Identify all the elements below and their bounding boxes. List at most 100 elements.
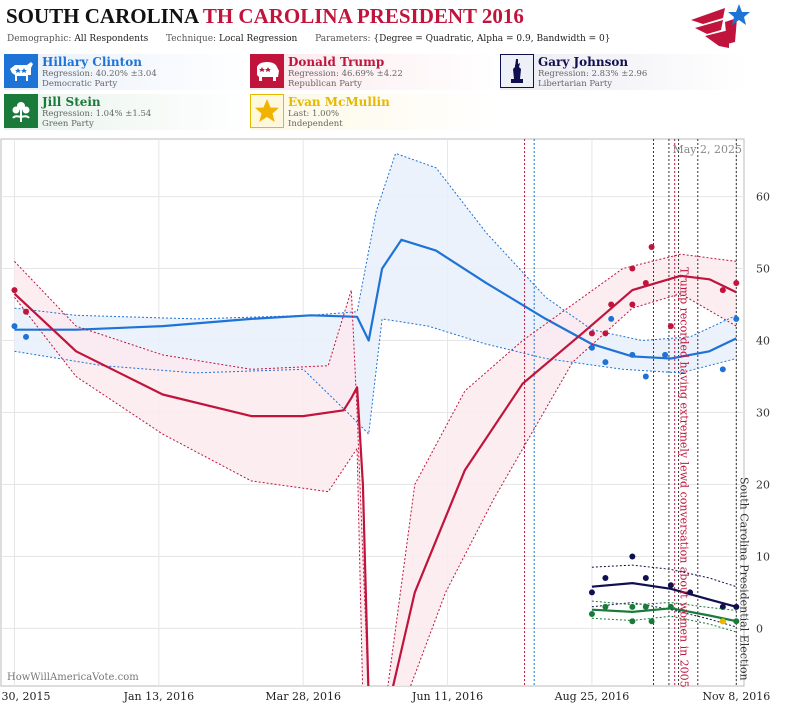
regression-line	[591, 582, 737, 608]
poll-point	[648, 618, 655, 625]
poll-point	[23, 308, 30, 315]
poll-point	[602, 575, 609, 582]
page-title: SOUTH CAROLINA TH CAROLINA PRESIDENT 201…	[6, 4, 524, 29]
poll-point	[667, 603, 674, 610]
legend-name: Jill Stein	[42, 95, 101, 109]
poll-point	[608, 301, 615, 308]
y-tick-label: 60	[756, 191, 770, 204]
poll-point	[602, 330, 609, 337]
poll-point	[588, 589, 595, 596]
legend-name: Donald Trump	[288, 55, 385, 69]
technique-value: Local Regression	[218, 34, 298, 44]
watermark: HowWillAmericaVote.com	[7, 672, 139, 683]
poll-point	[719, 618, 726, 625]
legend-trump: Donald Trump Regression: 46.69% ±4.22 Re…	[250, 54, 498, 90]
poll-point	[629, 301, 636, 308]
legend-party: Republican Party	[288, 79, 362, 89]
legend-stat: Regression: 2.83% ±2.96	[538, 69, 648, 79]
x-tick-label: Jun 11, 2016	[411, 690, 483, 703]
demographic-label: Demographic:	[7, 34, 72, 44]
poll-point	[588, 611, 595, 618]
legend-name: Gary Johnson	[538, 55, 629, 69]
legend-stat: Regression: 40.20% ±3.04	[42, 69, 157, 79]
parameters-line: Demographic: All Respondents Technique: …	[7, 34, 610, 44]
legend-party: Green Party	[42, 119, 94, 129]
poll-point	[667, 323, 674, 330]
chart-header: SOUTH CAROLINA TH CAROLINA PRESIDENT 201…	[0, 0, 789, 52]
lower-bound-line	[14, 293, 737, 686]
poll-point	[733, 603, 740, 610]
poll-point	[642, 373, 649, 380]
legend-party: Independent	[288, 119, 343, 129]
y-tick-label: 40	[756, 335, 770, 348]
donkey-icon	[4, 54, 38, 88]
poll-point	[629, 265, 636, 272]
state-title: SOUTH CAROLINA	[6, 4, 198, 28]
upper-bound-line	[591, 564, 737, 588]
liberty-statue-icon	[500, 54, 534, 88]
technique-label: Technique:	[166, 34, 217, 44]
poll-point	[642, 575, 649, 582]
legend-stein: Jill Stein Regression: 1.04% ±1.54 Green…	[4, 94, 252, 130]
poll-point	[719, 287, 726, 294]
poll-point	[588, 344, 595, 351]
poll-point	[602, 603, 609, 610]
poll-point	[602, 359, 609, 366]
legend-party: Democratic Party	[42, 79, 118, 89]
poll-point	[629, 603, 636, 610]
poll-point	[608, 315, 615, 322]
parameters-label: Parameters:	[315, 34, 371, 44]
poll-point	[648, 243, 655, 250]
regression-line	[13, 274, 737, 686]
plot-content	[11, 139, 740, 686]
poll-point	[629, 351, 636, 358]
x-tick-label: Oct 30, 2015	[0, 690, 51, 703]
poll-point	[733, 279, 740, 286]
parameters-value: {Degree = Quadratic, Alpha = 0.9, Bandwi…	[373, 34, 611, 44]
legend-clinton: Hillary Clinton Regression: 40.20% ±3.04…	[4, 54, 252, 90]
poll-point	[23, 333, 30, 340]
star-icon	[250, 94, 284, 128]
poll-point	[588, 330, 595, 337]
lower-bound-line	[14, 318, 737, 436]
flag-logo-icon	[691, 4, 750, 48]
demographic-value: All Respondents	[74, 34, 149, 44]
legend-stat: Regression: 46.69% ±4.22	[288, 69, 403, 79]
poll-point	[687, 589, 694, 596]
x-tick-label: Nov 8, 2016	[702, 690, 770, 703]
poll-point	[642, 279, 649, 286]
event-label: South Carolina Presidential Election	[737, 477, 750, 681]
regression-chart: 0 10 20 30 40 50 60 Oct 30, 2015 Jan 13, 2016 Mar…	[0, 138, 770, 703]
chart-date: May 2, 2025	[672, 143, 742, 156]
x-tick-label: Mar 28, 2016	[265, 690, 341, 703]
legend-johnson: Gary Johnson Regression: 2.83% ±2.96 Lib…	[500, 54, 748, 90]
x-tick-label: Jan 13, 2016	[123, 690, 195, 703]
regression-line	[14, 238, 737, 360]
poll-point	[629, 618, 636, 625]
poll-point	[667, 582, 674, 589]
lower-bound-line	[591, 601, 737, 628]
confidence-band	[14, 254, 737, 686]
elephant-icon	[250, 54, 284, 88]
race-title: TH CAROLINA PRESIDENT 2016	[202, 4, 524, 28]
poll-point	[662, 351, 669, 358]
legend-mcmullin: Evan McMullin Last: 1.00% Independent	[250, 94, 498, 130]
poll-point	[733, 315, 740, 322]
upper-bound-line	[14, 152, 737, 342]
poll-point	[642, 603, 649, 610]
event-label: Trump recorded having extremely lewd con…	[678, 267, 691, 688]
flower-icon	[4, 94, 38, 128]
legend-stat: Last: 1.00%	[288, 109, 340, 119]
chart-area: 0 10 20 30 40 50 60 Oct 30, 2015 Jan 13, 2016 Mar…	[0, 138, 789, 704]
poll-point	[733, 618, 740, 625]
x-tick-label: Aug 25, 2016	[554, 690, 630, 703]
legend-stat: Regression: 1.04% ±1.54	[42, 109, 152, 119]
y-tick-label: 50	[756, 263, 770, 276]
poll-point	[11, 287, 18, 294]
y-tick-label: 10	[756, 550, 770, 563]
legend-name: Evan McMullin	[288, 95, 390, 109]
y-tick-label: 30	[756, 407, 770, 420]
y-tick-label: 20	[756, 478, 770, 491]
y-tick-label: 0	[756, 622, 763, 635]
poll-point	[11, 323, 18, 330]
